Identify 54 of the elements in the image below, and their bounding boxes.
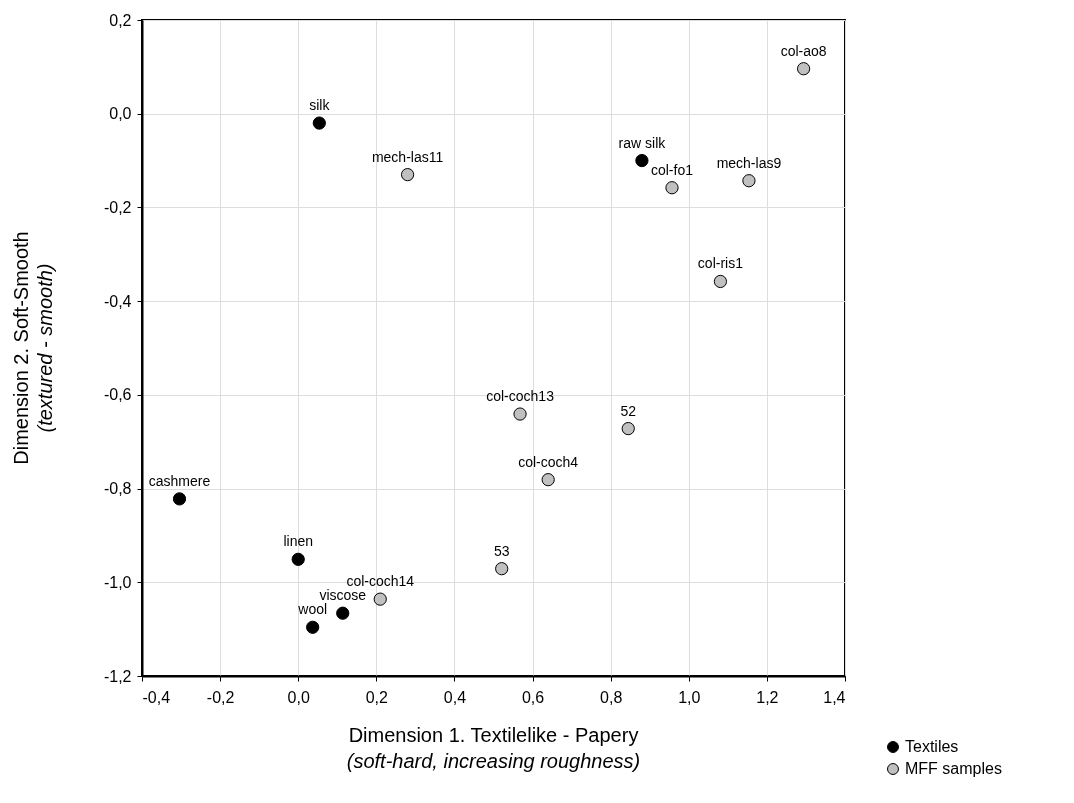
x-tick-label: 1,2 bbox=[756, 688, 779, 706]
y-tick-label: -1,2 bbox=[103, 667, 132, 685]
point bbox=[373, 592, 387, 606]
legend-label: Textiles bbox=[905, 738, 959, 755]
x-tick-label: 1,4 bbox=[823, 688, 846, 706]
x-tick-label: -0,4 bbox=[142, 688, 171, 706]
annotation: col-coch4 bbox=[518, 453, 579, 470]
annotation: 52 bbox=[620, 402, 637, 419]
annotation: mech-las9 bbox=[716, 154, 782, 171]
y-tick-label: -0,2 bbox=[103, 198, 132, 216]
annotation: col-ris1 bbox=[697, 255, 744, 272]
point bbox=[713, 274, 728, 289]
point bbox=[796, 62, 811, 76]
annotation: col-coch14 bbox=[346, 573, 415, 590]
y-tick-label: 0,0 bbox=[109, 105, 132, 123]
y-tick-label: -0,4 bbox=[103, 292, 132, 310]
y-tick-label: 0,2 bbox=[109, 11, 132, 29]
y-tick-label: -0,8 bbox=[103, 480, 132, 498]
x-tick-label: 0,6 bbox=[521, 688, 545, 706]
point bbox=[635, 153, 649, 168]
annotation: raw silk bbox=[618, 134, 667, 151]
annotation: silk bbox=[309, 97, 331, 114]
point bbox=[312, 116, 326, 130]
point bbox=[172, 492, 187, 506]
point bbox=[400, 168, 415, 182]
point bbox=[513, 407, 527, 421]
annotation: 53 bbox=[493, 542, 510, 559]
x-tick-label: -0,2 bbox=[206, 688, 235, 706]
point bbox=[541, 473, 555, 487]
annotation: col-ao8 bbox=[780, 42, 827, 59]
annotation: cashmere bbox=[148, 472, 211, 489]
annotation: col-fo1 bbox=[650, 161, 694, 178]
y-tick-label: -0,6 bbox=[103, 386, 132, 404]
annotation: wool bbox=[297, 601, 328, 618]
x-tick-label: 0,2 bbox=[365, 688, 389, 706]
annotation: col-coch13 bbox=[486, 388, 555, 405]
point bbox=[621, 421, 635, 436]
point bbox=[665, 181, 679, 195]
annotation: mech-las11 bbox=[371, 148, 444, 165]
annotation: linen bbox=[283, 533, 314, 550]
annotation: viscose bbox=[319, 587, 367, 604]
point bbox=[495, 562, 509, 576]
point bbox=[742, 174, 756, 188]
x-tick-label: 0,8 bbox=[600, 688, 623, 706]
point bbox=[336, 606, 350, 620]
x-axis-title: Dimension 1. Textilelike - Papery (soft-hard, increasing roughness) bbox=[346, 724, 641, 772]
x-tick-label: 0,0 bbox=[287, 688, 310, 706]
legend-label: MFF samples bbox=[905, 760, 1002, 777]
y-tick-label: -1,0 bbox=[103, 573, 132, 591]
point bbox=[291, 552, 305, 566]
y-axis-title: Dimension 2. Soft-Smooth (textured - smooth) bbox=[10, 231, 56, 465]
x-tick-label: 1,0 bbox=[678, 688, 701, 706]
point bbox=[306, 620, 320, 634]
x-tick-label: 0,4 bbox=[443, 688, 467, 706]
